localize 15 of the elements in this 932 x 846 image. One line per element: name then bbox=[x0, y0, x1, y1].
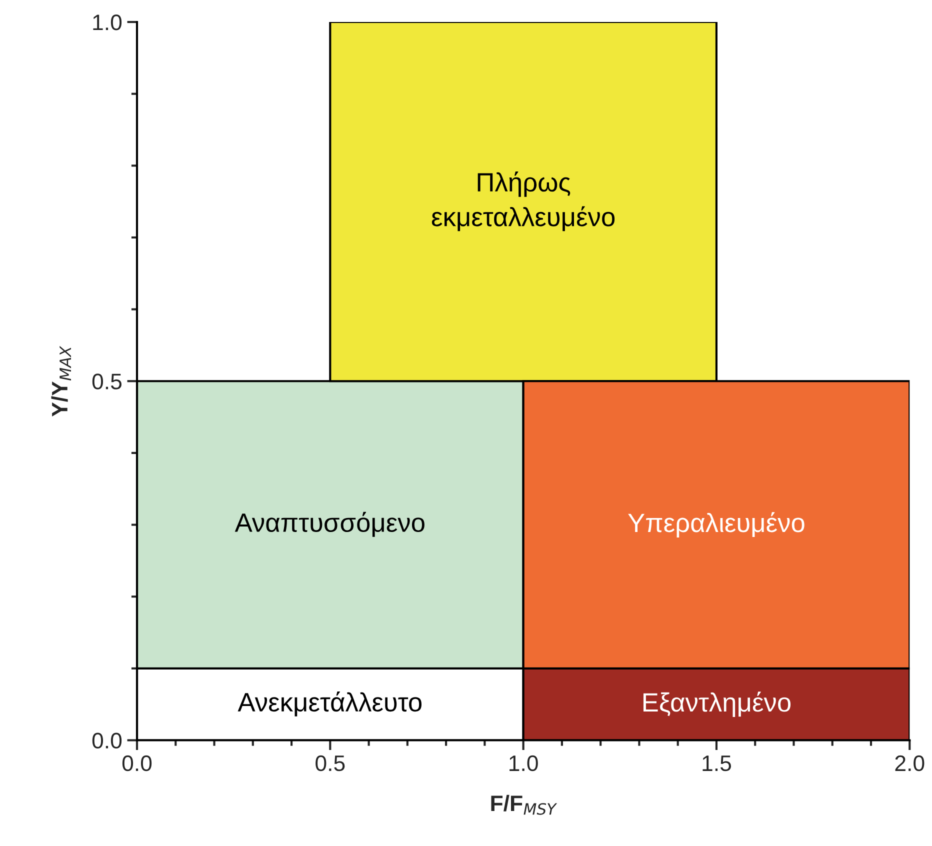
annotation: Πλήρως εκμεταλλευμένο bbox=[432, 172, 615, 232]
y-tick-label: 0.0 bbox=[92, 732, 122, 749]
x-axis-title: F/F$_{MSY}$ bbox=[491, 794, 558, 815]
x-tick-label: 1.5 bbox=[702, 756, 731, 772]
annotation: Εξαντλημένο bbox=[643, 692, 791, 717]
annotation: Ανεκμετάλλευτο bbox=[238, 691, 422, 716]
annotation: Υπεραλιευμένο bbox=[628, 512, 804, 538]
y-tick-label: 0.5 bbox=[92, 374, 122, 390]
x-tick-label: 0.5 bbox=[316, 755, 345, 772]
x-tick-label: 0.0 bbox=[122, 755, 152, 772]
y-tick-label: 1.0 bbox=[93, 14, 122, 30]
x-tick-label: 2.0 bbox=[895, 755, 924, 772]
annotation: Αναπτυσσόμενο bbox=[234, 512, 424, 537]
x-tick-label: 1.0 bbox=[510, 755, 538, 772]
y-axis-title: Y/Y$_{MAX}$ bbox=[51, 346, 72, 417]
